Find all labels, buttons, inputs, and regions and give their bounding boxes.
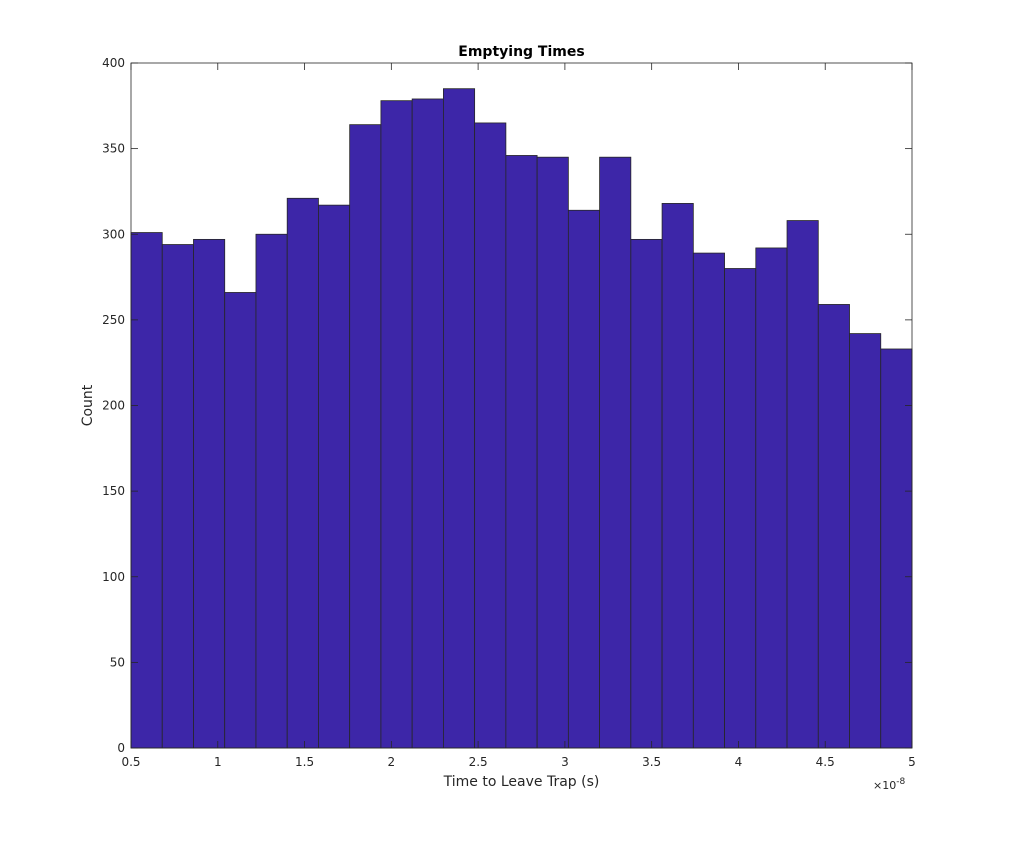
histogram-bar (817, 304, 850, 749)
x-tick-label: 1.5 (295, 755, 314, 769)
histogram-bar (849, 333, 882, 749)
y-tick-label: 50 (110, 655, 125, 669)
histogram-bar (224, 292, 257, 749)
histogram-bar (286, 197, 319, 749)
histogram-bar (692, 252, 725, 749)
axis-ticks (130, 62, 913, 749)
histogram-bar (161, 244, 194, 749)
y-axis-title: Count (80, 384, 96, 426)
histogram-bar (630, 238, 663, 749)
x-tick-label: 3.5 (642, 755, 661, 769)
x-axis-exponent-power: -8 (896, 777, 905, 787)
histogram-bar (318, 204, 351, 749)
x-tick-label: 1 (214, 755, 222, 769)
x-tick-label: 2 (388, 755, 396, 769)
histogram-bar (786, 220, 819, 749)
y-tick-label: 300 (102, 227, 125, 241)
histogram-bar (536, 156, 569, 749)
x-axis-exponent-base: ×10 (873, 779, 896, 792)
bars (130, 88, 913, 749)
histogram-bar (442, 88, 476, 749)
histogram-bar (567, 209, 600, 749)
x-tick-labels: 0.5 1 1.5 2 2.5 3 3.5 4 4.5 5 (121, 755, 915, 769)
histogram-bar (474, 122, 507, 749)
histogram-bar (130, 232, 163, 749)
histogram-bar (661, 203, 694, 749)
x-tick-label: 4 (735, 755, 743, 769)
histogram-bar (599, 156, 632, 749)
histogram-bar (255, 233, 288, 749)
histogram-bar (380, 100, 413, 749)
y-tick-label: 0 (117, 741, 125, 755)
histogram-bar (505, 155, 538, 749)
histogram-bar (349, 124, 382, 749)
y-tick-label: 100 (102, 570, 125, 584)
x-tick-label: 4.5 (816, 755, 835, 769)
histogram-bar (880, 348, 913, 749)
histogram-bar (193, 238, 226, 749)
histogram-bar (724, 268, 757, 749)
y-tick-label: 150 (102, 484, 125, 498)
y-tick-label: 350 (102, 142, 125, 156)
y-tick-labels: 0 50 100 150 200 250 300 350 400 (102, 56, 125, 755)
x-tick-label: 2.5 (469, 755, 488, 769)
histogram-bar (411, 98, 444, 749)
x-tick-label: 5 (908, 755, 916, 769)
x-axis-exponent: ×10-8 (873, 777, 905, 792)
y-tick-label: 200 (102, 399, 125, 413)
y-tick-label: 250 (102, 313, 125, 327)
x-axis-title: Time to Leave Trap (s) (443, 774, 600, 790)
x-tick-label: 3 (561, 755, 569, 769)
histogram-bar (755, 247, 788, 749)
chart-title: Emptying Times (458, 44, 584, 60)
x-tick-label: 0.5 (121, 755, 140, 769)
y-tick-label: 400 (102, 56, 125, 70)
